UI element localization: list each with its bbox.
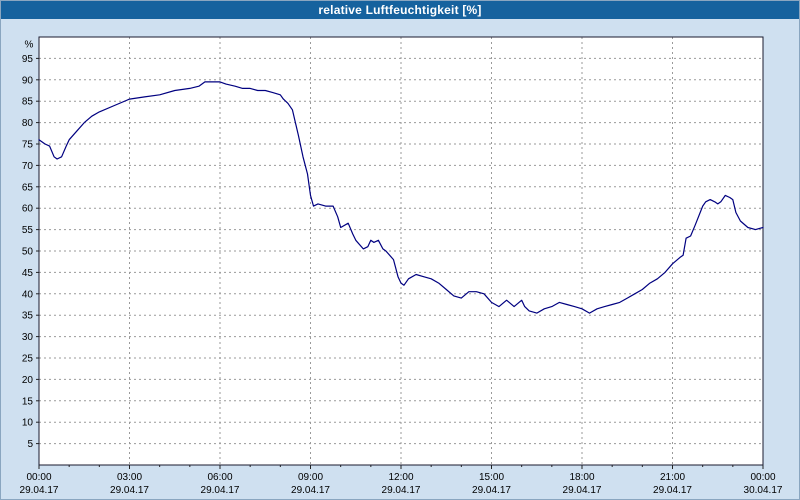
svg-text:25: 25	[22, 354, 34, 365]
svg-text:21:00: 21:00	[660, 472, 685, 483]
svg-text:75: 75	[22, 140, 34, 151]
svg-text:45: 45	[22, 268, 34, 279]
y-axis-labels: 5 10 15 20 25 30 35 40 45 50 55 60 65 70 75 80 85 90 95	[22, 54, 34, 450]
svg-text:29.04.17: 29.04.17	[382, 485, 421, 496]
svg-text:18:00: 18:00	[569, 472, 594, 483]
svg-text:5: 5	[27, 439, 33, 450]
svg-text:29.04.17: 29.04.17	[291, 485, 330, 496]
svg-text:80: 80	[22, 118, 34, 129]
plot-border	[38, 36, 764, 466]
gridlines	[39, 37, 763, 465]
chart-title: relative Luftfeuchtigkeit [%]	[318, 3, 482, 17]
svg-text:55: 55	[22, 225, 34, 236]
svg-text:15:00: 15:00	[479, 472, 504, 483]
svg-text:06:00: 06:00	[207, 472, 232, 483]
svg-text:30: 30	[22, 332, 34, 343]
humidity-series-line	[38, 81, 764, 314]
svg-text:30.04.17: 30.04.17	[744, 485, 783, 496]
svg-text:70: 70	[22, 161, 34, 172]
svg-text:35: 35	[22, 311, 34, 322]
svg-text:20: 20	[22, 375, 34, 386]
svg-text:00:00: 00:00	[750, 472, 775, 483]
chart-svg: 5 10 15 20 25 30 35 40 45 50 55 60 65 70 75 80 85 90 95% 00…	[20, 36, 783, 496]
svg-text:40: 40	[22, 289, 34, 300]
svg-text:15: 15	[22, 396, 34, 407]
svg-text:50: 50	[22, 247, 34, 258]
svg-text:10: 10	[22, 418, 34, 429]
svg-text:29.04.17: 29.04.17	[20, 485, 59, 496]
svg-text:90: 90	[22, 75, 34, 86]
y-axis-unit-label: %	[25, 39, 34, 50]
svg-text:12:00: 12:00	[388, 472, 413, 483]
svg-text:29.04.17: 29.04.17	[201, 485, 240, 496]
chart-titlebar: relative Luftfeuchtigkeit [%]	[1, 1, 799, 19]
svg-text:00:00: 00:00	[26, 472, 51, 483]
svg-text:29.04.17: 29.04.17	[110, 485, 149, 496]
svg-text:29.04.17: 29.04.17	[653, 485, 692, 496]
svg-text:95: 95	[22, 54, 34, 65]
svg-text:09:00: 09:00	[298, 472, 323, 483]
x-axis-labels: 00:00 29.04.17 03:00 29.04.17 06:00 29.04.17 0…	[20, 472, 783, 496]
svg-text:85: 85	[22, 97, 34, 108]
svg-text:03:00: 03:00	[117, 472, 142, 483]
svg-text:65: 65	[22, 182, 34, 193]
svg-text:60: 60	[22, 204, 34, 215]
svg-text:29.04.17: 29.04.17	[472, 485, 511, 496]
svg-text:29.04.17: 29.04.17	[563, 485, 602, 496]
chart-area: 5 10 15 20 25 30 35 40 45 50 55 60 65 70 75 80 85 90 95% 00…	[1, 19, 799, 499]
